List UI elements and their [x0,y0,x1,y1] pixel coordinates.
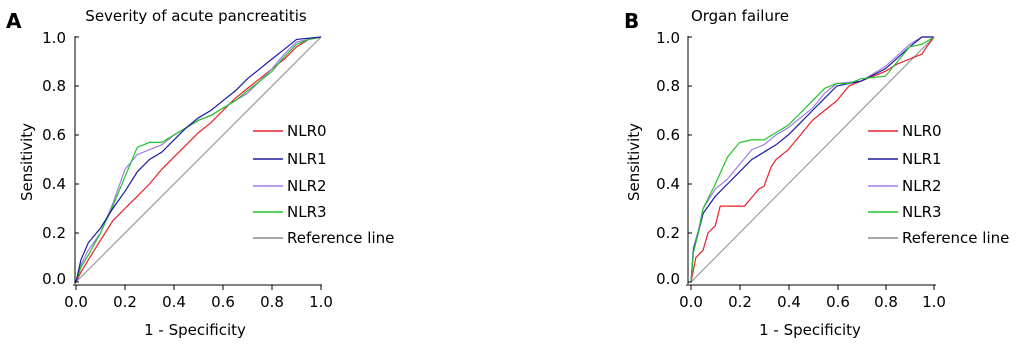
roc-line-nlr1-a [75,36,322,283]
legend-label-reference-b: Reference line [902,229,1009,247]
legend-label-nlr2-a: NLR2 [287,177,327,195]
y-tick-label: 0.0 [42,270,66,288]
y-tick-label: 0.2 [42,224,66,242]
y-tick-label: 0.2 [656,224,680,242]
y-tick-label: 0.4 [42,175,66,193]
legend-label-nlr1-a: NLR1 [287,150,327,168]
series-lines-a [75,36,322,283]
x-tick-label: 0.8 [874,293,898,311]
y-tick-label: 0.4 [656,175,680,193]
panel-b: B Organ failure Sensitivity 1 - Specific… [624,7,1009,339]
legend-label-nlr0-a: NLR0 [287,122,327,140]
y-tick-label: 0.0 [656,270,680,288]
panel-label-a: A [6,9,22,33]
y-tick-label: 0.8 [656,77,680,95]
x-tick-label: 0.6 [211,293,235,311]
axes-a [73,36,322,290]
x-tick-label: 0.2 [728,293,752,311]
legend-label-nlr2-b: NLR2 [902,177,942,195]
chart-title-a: Severity of acute pancreatitis [85,7,307,25]
roc-line-nlr3-a [75,36,322,283]
y-tick-label: 0.8 [42,77,66,95]
x-axis-label-a: 1 - Specificity [144,321,246,339]
x-tick-label: 0.4 [777,293,801,311]
roc-line-nlr0-b [690,36,935,283]
legend-label-nlr3-a: NLR3 [287,203,327,221]
y-axis-label-b: Sensitivity [625,123,643,201]
x-tick-label: 0.0 [679,293,703,311]
y-tick-label: 0.6 [42,126,66,144]
y-tick-labels-b: 1.0 0.8 0.6 0.4 0.2 0.0 [656,29,680,288]
y-axis-label-a: Sensitivity [18,123,36,201]
x-tick-labels-b: 0.0 0.2 0.4 0.6 0.8 1.0 [679,293,946,311]
y-tick-labels-a: 1.0 0.8 0.6 0.4 0.2 0.0 [42,29,66,288]
legend-label-nlr3-b: NLR3 [902,203,942,221]
legend-a: NLR0 NLR1 NLR2 NLR3 Reference line [253,122,394,247]
legend-label-nlr0-b: NLR0 [902,122,942,140]
x-tick-label: 0.4 [162,293,186,311]
roc-line-nlr3-b [690,36,935,283]
x-tick-label: 0.0 [64,293,88,311]
legend-b: NLR0 NLR1 NLR2 NLR3 Reference line [868,122,1009,247]
x-tick-label: 0.2 [113,293,137,311]
panel-a: A Severity of acute pancreatitis Sensiti… [6,7,394,339]
x-axis-label-b: 1 - Specificity [759,321,861,339]
axes-b [686,36,936,290]
series-lines-b [690,36,935,283]
panel-label-b: B [624,9,639,33]
chart-title-b: Organ failure [691,7,789,25]
y-tick-label: 0.6 [656,126,680,144]
legend-label-reference-a: Reference line [287,229,394,247]
x-tick-label: 0.6 [826,293,850,311]
y-tick-label: 1.0 [656,29,680,47]
x-tick-labels-a: 0.0 0.2 0.4 0.6 0.8 1.0 [64,293,333,311]
x-tick-label: 1.0 [922,293,946,311]
roc-line-nlr1-b [690,36,934,283]
roc-line-reference-b [690,36,935,283]
x-tick-label: 1.0 [309,293,333,311]
roc-line-reference-a [75,36,322,283]
x-tick-label: 0.8 [260,293,284,311]
legend-label-nlr1-b: NLR1 [902,150,942,168]
y-tick-label: 1.0 [42,29,66,47]
